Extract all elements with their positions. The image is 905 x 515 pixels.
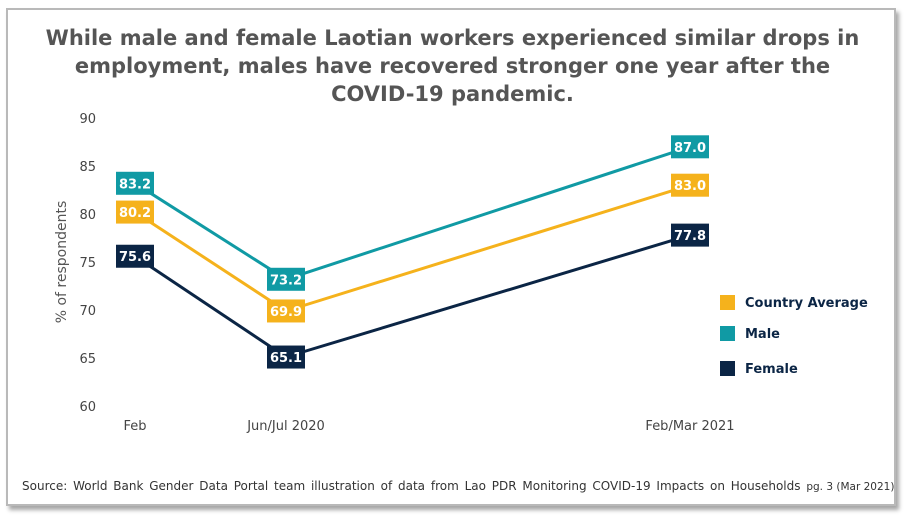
data-point-box-0-1 — [267, 299, 305, 323]
data-label-2-0: 75.6 — [119, 250, 151, 265]
y-tick-label-0: 60 — [79, 400, 96, 415]
data-point-box-0-0 — [116, 200, 154, 224]
source-ref: pg. 3 (Mar 2021) — [806, 481, 895, 493]
series-line-0 — [134, 183, 691, 313]
series-line-2 — [134, 233, 691, 359]
data-label-1-2: 87.0 — [674, 141, 706, 156]
data-point-box-2-2 — [671, 223, 709, 247]
y-tick-label-4: 80 — [79, 208, 96, 223]
data-label-0-0: 80.2 — [119, 206, 151, 221]
title-line-3: COVID-19 pandemic. — [331, 82, 574, 106]
legend-swatch-1 — [720, 326, 735, 341]
legend-label-0: Country Average — [745, 296, 868, 311]
data-label-2-2: 77.8 — [674, 229, 706, 244]
legend-label-1: Male — [745, 327, 780, 342]
data-point-box-1-1 — [267, 267, 305, 291]
x-tick-label-2: Feb/Mar 2021 — [645, 419, 734, 434]
title-line-2: employment, males have recovered stronge… — [74, 54, 831, 78]
data-label-1-0: 83.2 — [119, 177, 151, 192]
title-line-1: While male and female Laotian workers ex… — [45, 26, 860, 50]
chart-frame — [6, 8, 896, 506]
y-tick-label-5: 85 — [79, 160, 96, 175]
data-point-box-1-2 — [671, 135, 709, 159]
legend-swatch-0 — [720, 295, 735, 310]
data-label-0-1: 69.9 — [270, 305, 302, 320]
legend-swatch-2 — [720, 361, 735, 376]
chart-title: While male and female Laotian workers ex… — [20, 24, 885, 108]
legend-label-2: Female — [745, 362, 798, 377]
x-tick-label-1: Jun/Jul 2020 — [246, 419, 325, 434]
data-label-2-1: 65.1 — [270, 351, 302, 366]
source-text: Source: World Bank Gender Data Portal te… — [22, 479, 801, 493]
data-point-box-0-2 — [671, 173, 709, 197]
data-point-box-1-0 — [116, 171, 154, 195]
y-tick-label-3: 75 — [79, 256, 96, 271]
data-point-box-2-0 — [116, 244, 154, 268]
y-tick-label-6: 90 — [79, 112, 96, 127]
x-tick-label-0: Feb — [123, 419, 146, 434]
data-label-0-2: 83.0 — [674, 179, 706, 194]
data-label-1-1: 73.2 — [270, 273, 302, 288]
data-point-box-2-1 — [267, 345, 305, 369]
y-tick-label-1: 65 — [79, 352, 96, 367]
y-axis-title: % of respondents — [54, 201, 70, 324]
y-tick-label-2: 70 — [79, 304, 96, 319]
source-note: Source: World Bank Gender Data Portal te… — [22, 479, 895, 493]
